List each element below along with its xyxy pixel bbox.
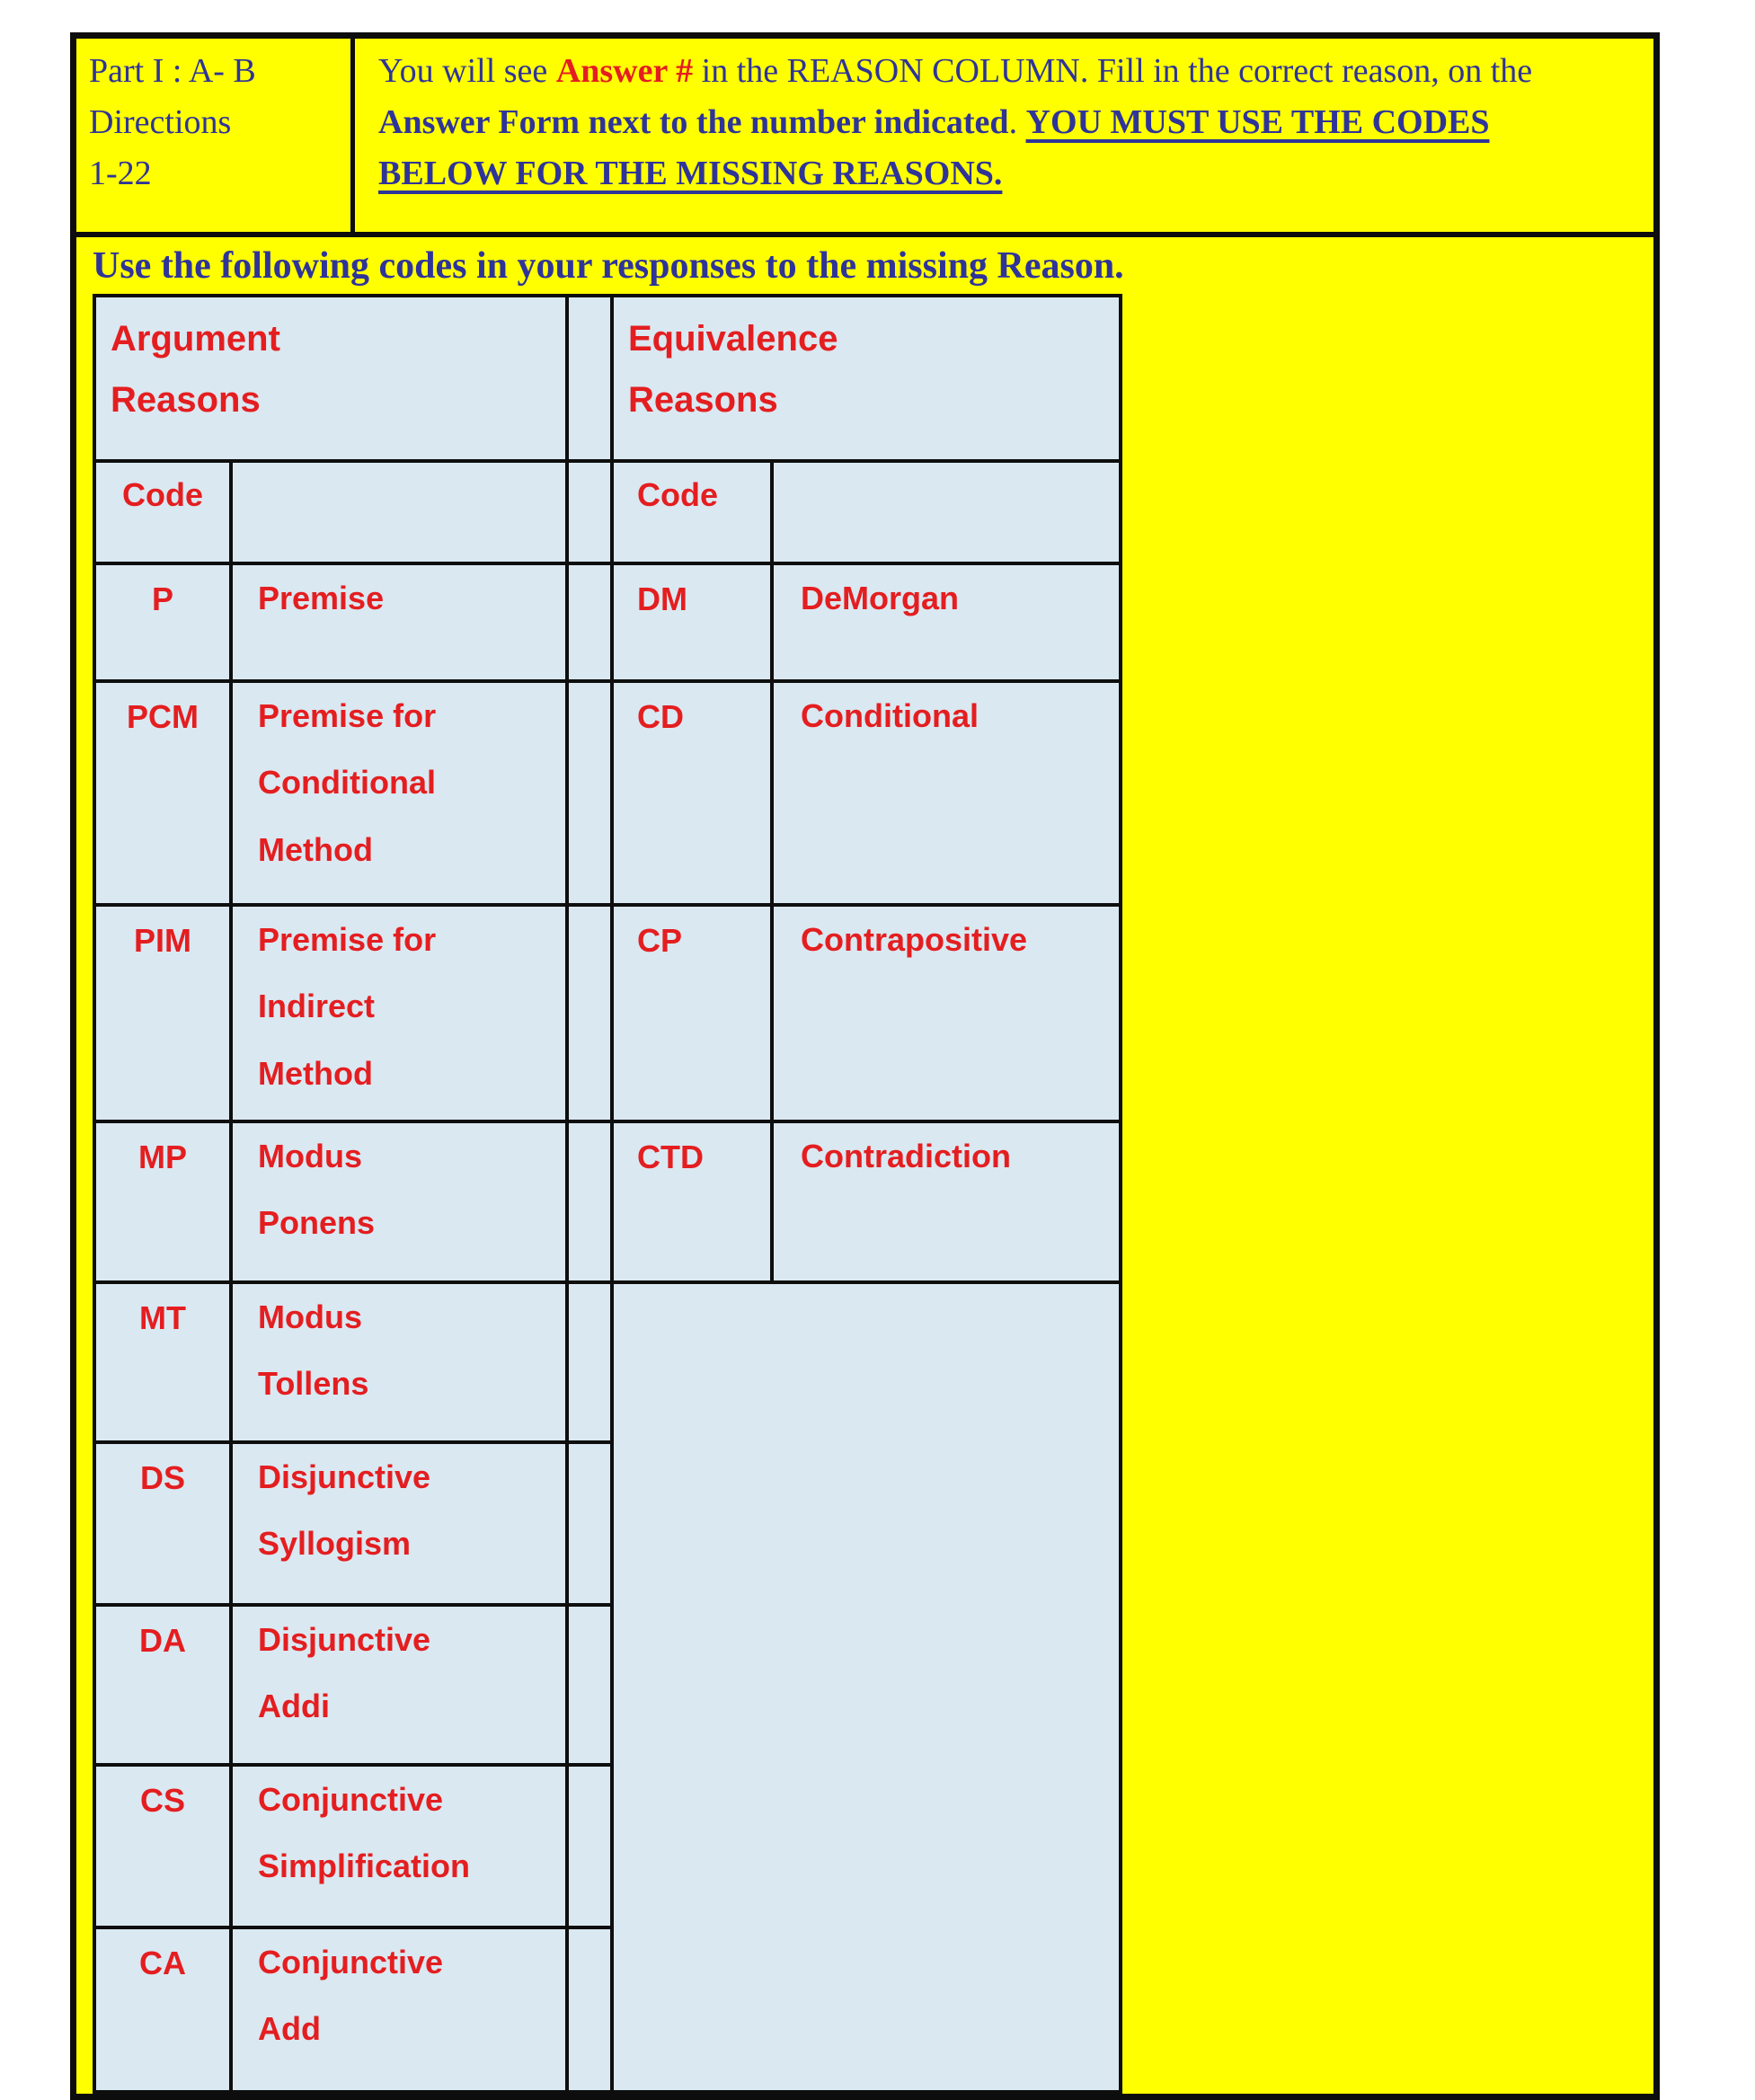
divider-strip-cell — [565, 293, 614, 463]
reason-cell: Premise — [258, 579, 385, 616]
code-cell: CP — [610, 902, 774, 1123]
divider-strip-cell — [565, 561, 614, 683]
reason-cell: Contradiction — [801, 1137, 1011, 1174]
divider-strip-cell — [565, 1762, 614, 1929]
table-row: P Premise DM DeMorgan — [93, 561, 1122, 683]
code-cell: P — [93, 561, 233, 683]
directions-row: Part I : A- B Directions 1-22 You will s… — [76, 39, 1653, 237]
directions-segment-3: . — [1008, 103, 1026, 141]
reason-cell: Conjunctive Simplification — [258, 1780, 471, 1885]
reason-cell: Premise for Indirect Method — [258, 920, 437, 1093]
reason-cell: Premise for Conditional Method — [258, 696, 437, 869]
directions-segment-2: in the REASON COLUMN. Fill in the correc… — [693, 52, 1533, 90]
worksheet-page: { "colors": { "page_yellow": "#FFFF00", … — [70, 32, 1660, 2100]
argument-reasons-title: Argument Reasons — [93, 293, 569, 463]
codes-heading: Use the following codes in your response… — [93, 245, 1124, 287]
code-cell: MT — [93, 1280, 233, 1444]
table-row-code-headers: Code Code — [93, 458, 1122, 565]
equivalence-code-header: Code — [610, 458, 774, 565]
table-row: PCM Premise for Conditional Method CD Co… — [93, 678, 1122, 907]
reason-cell: Modus Tollens — [258, 1298, 369, 1403]
code-cell: CS — [93, 1762, 233, 1929]
reason-cell: Disjunctive Addi — [258, 1620, 431, 1725]
part-label: Part I : A- B Directions 1-22 — [76, 39, 355, 232]
table-row: PIM Premise for Indirect Method CP Contr… — [93, 902, 1122, 1123]
divider-strip-cell — [565, 1602, 614, 1767]
reason-cell: Conditional — [801, 696, 979, 734]
table-row: DA Disjunctive Addi — [93, 1602, 1121, 1767]
directions-segment-answer-number: Answer # — [555, 52, 694, 90]
divider-strip-cell — [565, 1119, 614, 1284]
divider-strip-cell — [565, 1925, 614, 2094]
table-row-headers: Argument Reasons Equivalence Reasons — [93, 293, 1122, 463]
reason-cell: Conjunctive Add — [258, 1943, 444, 2048]
equivalence-code-header-blank — [770, 458, 1122, 565]
divider-strip-cell — [565, 1280, 614, 1444]
reason-cell: Disjunctive Syllogism — [258, 1458, 431, 1563]
code-cell: MP — [93, 1119, 233, 1284]
directions-segment-answer-form: Answer Form next to the number indicated — [378, 103, 1009, 141]
code-cell: PCM — [93, 678, 233, 907]
argument-code-header-blank — [229, 458, 569, 565]
code-cell: PIM — [93, 902, 233, 1123]
argument-code-header: Code — [93, 458, 233, 565]
code-cell: DS — [93, 1440, 233, 1607]
codes-table: Argument Reasons Equivalence Reasons Cod… — [93, 293, 1122, 2094]
equivalence-reasons-title: Equivalence Reasons — [610, 293, 1122, 463]
code-cell: CA — [93, 1925, 233, 2094]
code-cell: DM — [610, 561, 774, 683]
directions-segment-1: You will see — [378, 52, 556, 90]
table-row: MP Modus Ponens CTD Contradiction — [93, 1119, 1122, 1284]
divider-strip-cell — [565, 1440, 614, 1607]
reason-cell: Modus Ponens — [258, 1137, 376, 1242]
table-row: DS Disjunctive Syllogism — [93, 1440, 1121, 1607]
code-cell: CD — [610, 678, 774, 907]
equivalence-empty-cell — [610, 1280, 1122, 2094]
code-cell: DA — [93, 1602, 233, 1767]
directions-text: You will see Answer # in the REASON COLU… — [355, 39, 1653, 232]
table-row: CS Conjunctive Simplification — [93, 1762, 1121, 1929]
table-row: MT Modus Tollens — [93, 1280, 1122, 2094]
directions-segment-must-use-codes: YOU MUST USE THE CODES BELOW FOR THE MIS… — [378, 103, 1490, 192]
divider-strip-cell — [565, 678, 614, 907]
divider-strip-cell — [565, 902, 614, 1123]
reason-cell: Contrapositive — [801, 920, 1028, 958]
code-cell: CTD — [610, 1119, 774, 1284]
divider-strip-cell — [565, 458, 614, 565]
reason-cell: DeMorgan — [801, 579, 960, 616]
yellow-page-box: Part I : A- B Directions 1-22 You will s… — [70, 32, 1660, 2100]
